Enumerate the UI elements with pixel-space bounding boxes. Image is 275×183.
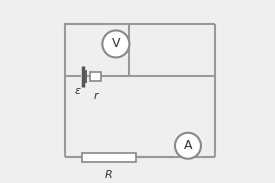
Text: ε: ε [75, 86, 81, 96]
Bar [90, 72, 101, 81]
Bar [82, 153, 136, 162]
Text: r: r [93, 91, 98, 101]
Text: V: V [112, 38, 120, 51]
Circle shape [102, 30, 130, 57]
Text: A: A [184, 139, 192, 152]
Text: R: R [105, 170, 112, 180]
Circle shape [175, 133, 201, 159]
